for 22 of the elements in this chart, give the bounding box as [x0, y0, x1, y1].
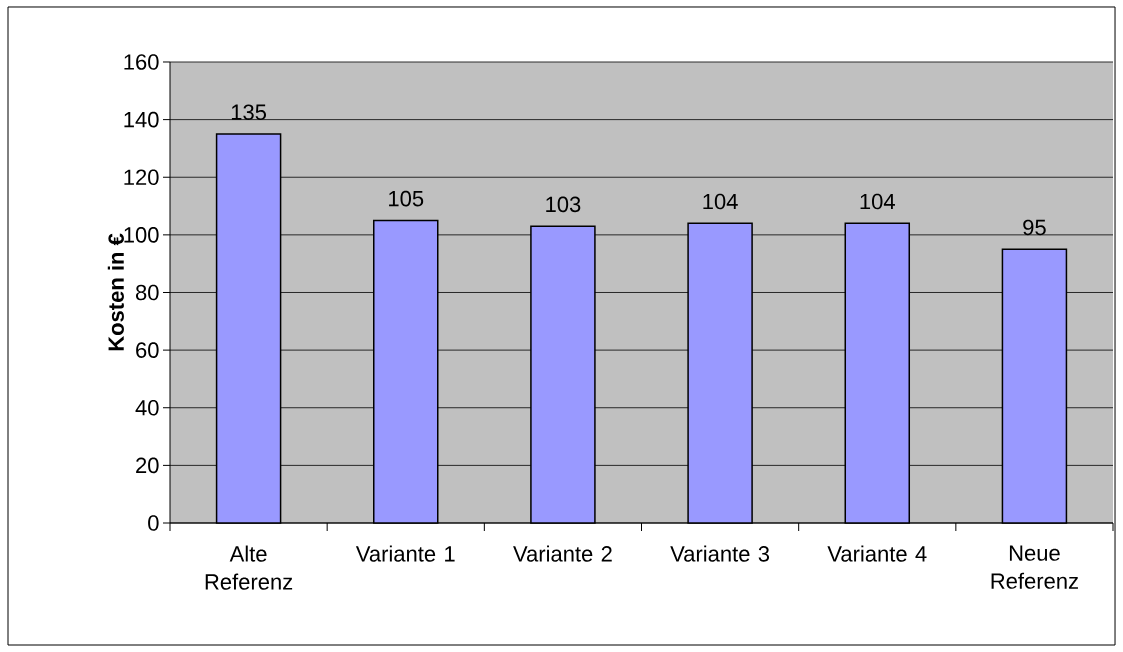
data-label: 95 — [1023, 219, 1046, 236]
y-tick-label: 20 — [136, 457, 159, 474]
y-tick-label: 100 — [124, 227, 159, 243]
data-label: 104 — [860, 193, 895, 210]
data-label: 105 — [389, 190, 424, 207]
x-tick-label: Alte Referenz — [205, 545, 293, 590]
y-tick-label: 120 — [124, 169, 159, 186]
x-tick-label: Variante 4 — [827, 545, 927, 562]
y-tick-label: 160 — [124, 54, 159, 70]
y-tick-label: 0 — [148, 515, 159, 531]
y-tick-label: 80 — [135, 284, 159, 301]
y-axis-title: Kosten in € — [107, 233, 124, 351]
data-label: 103 — [546, 196, 581, 213]
x-tick-label: Neue Referenz — [991, 545, 1078, 589]
data-label: 104 — [703, 193, 738, 210]
y-tick-label: 140 — [124, 111, 159, 128]
x-tick-label: Variante 3 — [670, 545, 770, 562]
x-tick-label: Variante 2 — [513, 545, 612, 562]
data-label: 135 — [231, 104, 267, 120]
y-tick-label: 40 — [135, 399, 159, 416]
x-tick-label: Variante 1 — [355, 545, 455, 562]
y-tick-label: 60 — [136, 342, 159, 358]
